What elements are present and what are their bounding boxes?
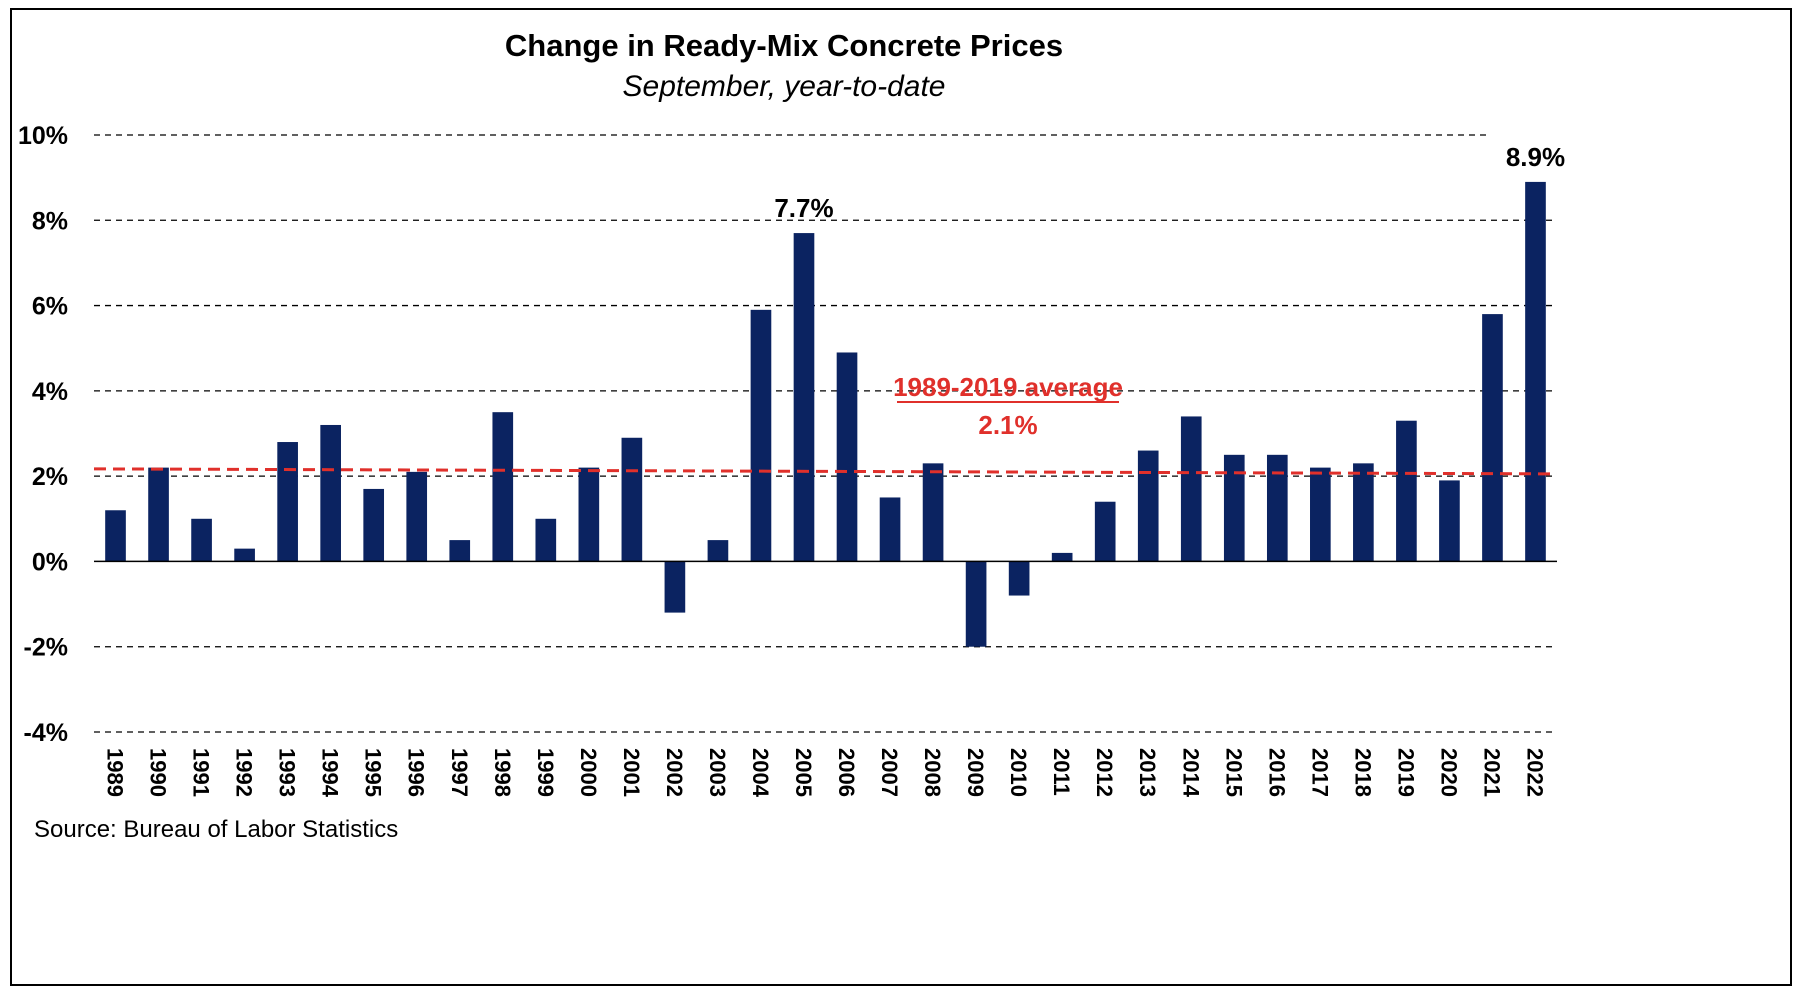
x-tick-label: 2022 (1522, 748, 1547, 797)
average-annotation: 1989-2019 average 2.1% (893, 372, 1123, 440)
x-tick-label: 2016 (1264, 748, 1289, 797)
x-tick-label: 2002 (662, 748, 687, 797)
x-tick-label: 1991 (189, 748, 214, 797)
y-tick-label: 6% (32, 293, 68, 321)
x-tick-label: 2015 (1221, 748, 1246, 797)
bar-1993 (277, 442, 298, 562)
bar-1999 (535, 518, 557, 562)
x-tick-label: 2007 (877, 748, 902, 797)
bar-2007 (879, 497, 901, 562)
bar-2017 (1310, 467, 1331, 562)
bar-2000 (578, 467, 600, 562)
bar-2015 (1223, 454, 1245, 562)
bar-1994 (320, 424, 341, 562)
bar-2002 (664, 561, 686, 613)
chart-subtitle: September, year-to-date (623, 70, 946, 103)
x-tick-label: 2006 (834, 748, 859, 797)
x-tick-label: 2000 (576, 748, 601, 797)
bar-1990 (148, 467, 169, 562)
x-tick-label: 2012 (1092, 748, 1117, 797)
data-labels: 7.7% 8.9% (774, 142, 1565, 223)
bar-2001 (621, 437, 643, 562)
bar-1989 (105, 510, 126, 562)
y-tick-label: 8% (32, 207, 68, 235)
bar-2009 (965, 561, 987, 647)
bar-1996 (406, 471, 428, 562)
y-tick-label: -4% (24, 719, 68, 747)
bar-2014 (1180, 416, 1202, 562)
bar-2008 (922, 463, 944, 562)
y-axis-ticks: 10% 8% 6% 4% 2% 0% -2% -4% (18, 122, 68, 747)
x-tick-label: 2010 (1006, 748, 1031, 797)
x-tick-label: 2018 (1350, 748, 1375, 797)
bar-2011 (1051, 552, 1073, 562)
bar-2016 (1266, 454, 1288, 562)
bar-2021 (1482, 314, 1503, 562)
source-note: Source: Bureau of Labor Statistics (34, 816, 398, 843)
bar-2012 (1094, 501, 1116, 562)
chart-svg: Change in Ready-Mix Concrete Prices Sept… (18, 28, 1565, 843)
x-tick-label: 2008 (920, 748, 945, 797)
x-axis-ticks: 1989 1990 1991 1992 1993 1994 1995 1996 1997 1998… (103, 748, 1548, 798)
grid-lines (94, 134, 1557, 733)
bar-2005 (793, 233, 815, 562)
average-label-value: 2.1% (978, 410, 1037, 440)
x-tick-label: 2004 (748, 748, 773, 798)
x-tick-label: 2014 (1178, 748, 1203, 798)
x-tick-label: 1989 (103, 748, 128, 797)
bar-2018 (1353, 463, 1374, 562)
x-tick-label: 2011 (1049, 748, 1074, 796)
bar-2019 (1396, 420, 1417, 562)
x-tick-label: 2021 (1479, 748, 1504, 797)
bar-2003 (707, 540, 729, 562)
bar-1998 (492, 412, 514, 562)
x-tick-label: 1992 (232, 748, 257, 797)
x-tick-label: 2003 (705, 748, 730, 797)
x-tick-label: 2001 (619, 748, 644, 797)
y-tick-label: 2% (32, 463, 68, 491)
bar-2020 (1439, 480, 1460, 562)
x-tick-label: 1990 (146, 748, 171, 797)
x-tick-label: 1999 (533, 748, 558, 797)
bar-1997 (449, 540, 471, 562)
y-tick-label: 10% (18, 122, 68, 150)
x-tick-label: 1995 (361, 748, 386, 797)
y-tick-label: 4% (32, 378, 68, 406)
x-tick-label: 1996 (404, 748, 429, 797)
x-tick-label: 2017 (1307, 748, 1332, 797)
x-tick-label: 2013 (1135, 748, 1160, 797)
data-label-2022: 8.9% (1506, 142, 1565, 172)
chart-title: Change in Ready-Mix Concrete Prices (505, 28, 1063, 63)
bar-1992 (234, 548, 255, 562)
bar-2010 (1008, 561, 1030, 596)
x-tick-label: 1994 (318, 748, 343, 798)
y-tick-label: -2% (24, 634, 68, 662)
chart-frame: Change in Ready-Mix Concrete Prices Sept… (10, 8, 1792, 986)
x-tick-label: 1997 (447, 748, 472, 797)
x-tick-label: 1998 (490, 748, 515, 797)
x-tick-label: 2009 (963, 748, 988, 797)
x-tick-label: 1993 (275, 748, 300, 797)
bar-2004 (750, 309, 772, 562)
y-tick-label: 0% (32, 548, 68, 576)
x-tick-label: 2020 (1436, 748, 1461, 797)
bar-2006 (836, 352, 858, 562)
bar-1991 (191, 518, 212, 562)
average-reference-line (93, 467, 1558, 476)
bar-2013 (1137, 450, 1159, 562)
bar-1995 (363, 488, 385, 562)
average-label-title: 1989-2019 average (893, 372, 1123, 402)
x-tick-label: 2019 (1393, 748, 1418, 797)
bar-2022 (1525, 181, 1546, 562)
x-tick-label: 2005 (791, 748, 816, 797)
bars (105, 181, 1546, 647)
data-label-2005: 7.7% (774, 193, 833, 223)
